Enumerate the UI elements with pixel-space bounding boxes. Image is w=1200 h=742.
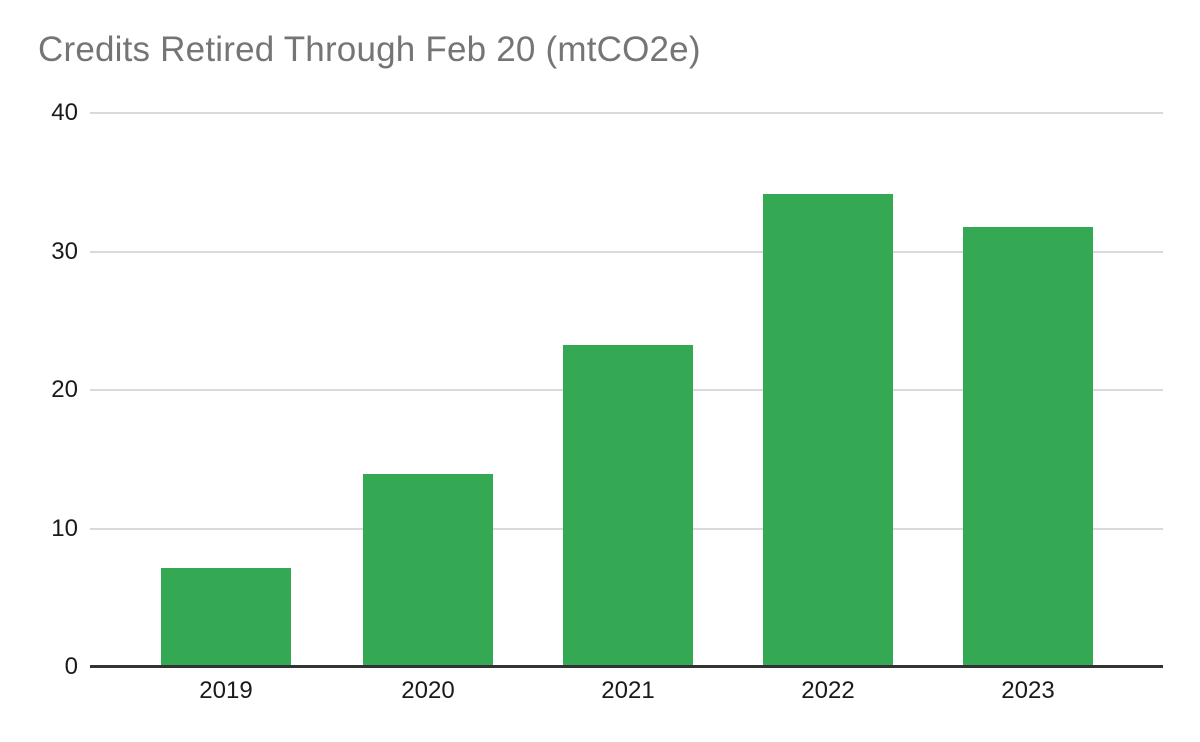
y-tick-label-40: 40: [51, 99, 78, 126]
bar-2019[interactable]: [161, 567, 291, 666]
y-tick-label-0: 0: [64, 653, 78, 680]
x-tick-label-2022: 2022: [801, 677, 855, 704]
y-tick-label-20: 20: [51, 376, 78, 403]
bar-2021[interactable]: [563, 344, 693, 666]
bar-2023[interactable]: [963, 226, 1093, 666]
gridline-y30: [90, 250, 1163, 253]
y-tick-label-30: 30: [51, 237, 78, 265]
x-tick-label-2021: 2021: [601, 677, 655, 704]
x-tick-label-2023: 2023: [1001, 677, 1055, 704]
bar-2022[interactable]: [763, 193, 893, 666]
gridline-y40: [90, 112, 1163, 114]
y-tick-label-10: 10: [51, 514, 78, 542]
chart-title: Credits Retired Through Feb 20 (mtCO2e): [38, 30, 701, 69]
bar-2020[interactable]: [363, 473, 493, 666]
x-tick-label-2019: 2019: [199, 677, 253, 704]
plot-area: [90, 112, 1163, 668]
x-axis-line: [90, 665, 1163, 668]
x-tick-label-2020: 2020: [401, 677, 455, 704]
